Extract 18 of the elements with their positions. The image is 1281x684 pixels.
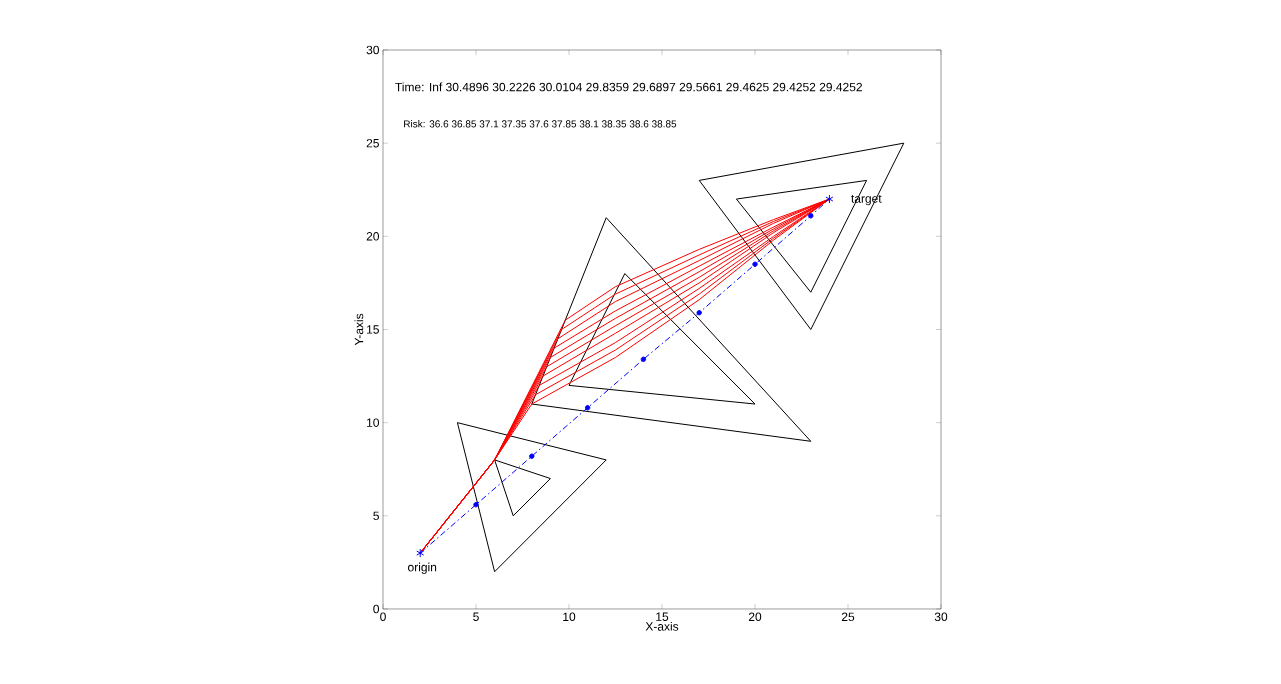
- x-tick-label: 25: [841, 612, 855, 622]
- annotation: origin: [408, 562, 437, 574]
- annotation: Time: Inf 30.4896 30.2226 30.0104 29.8359 29.6897 29.5661 29.4625 29.4252 29.4252: [395, 82, 862, 92]
- x-tick-label: 30: [934, 612, 948, 622]
- y-tick-label: 10: [367, 418, 380, 427]
- y-axis-title: Y-axis: [354, 313, 364, 346]
- x-tick-label: 20: [748, 612, 762, 622]
- x-axis-title: X-axis: [645, 621, 679, 631]
- y-tick-label: 15: [367, 325, 379, 334]
- y-tick-label: 25: [366, 138, 379, 148]
- y-tick-label: 5: [373, 511, 379, 520]
- x-tick-label: 5: [473, 612, 479, 621]
- y-tick-label: 30: [366, 45, 380, 55]
- y-tick-label: 0: [373, 604, 380, 614]
- y-tick-label: 20: [366, 232, 380, 241]
- x-tick-label: 15: [656, 612, 669, 621]
- annotation: Risk: 36.6 36.85 37.1 37.35 37.6 37.85 38.1 38.35 38.6 38.85: [404, 120, 677, 128]
- x-tick-label: 10: [563, 612, 576, 622]
